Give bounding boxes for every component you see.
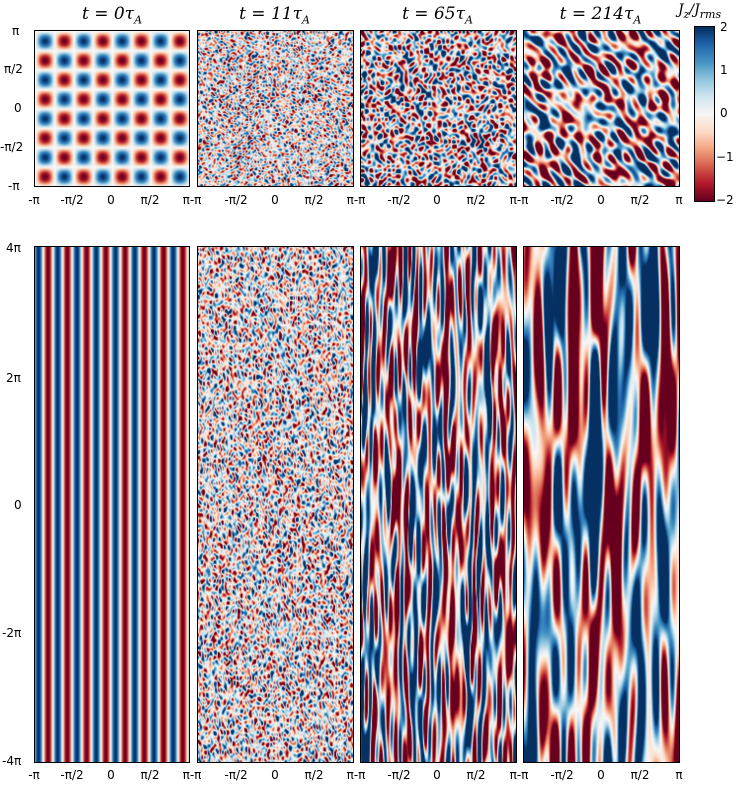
top-x-tick: π/2: [466, 193, 486, 207]
top-x-tick: π/2: [304, 193, 324, 207]
top-x-tick: π: [509, 193, 517, 207]
bottom-x-boundary: π-π: [347, 768, 366, 782]
top-x-tick: 0: [433, 193, 441, 207]
top-x-tick: -π/2: [60, 193, 84, 207]
top-y-tick: -π/2: [0, 140, 24, 154]
top-x-tick: π/2: [630, 193, 650, 207]
bottom-x-tick: -π/2: [224, 768, 248, 782]
top-x-tick: 0: [107, 193, 115, 207]
bottom-x-tick: -π/2: [60, 768, 84, 782]
colorbar-tick: 0: [720, 106, 728, 120]
top-heatmap-2: [361, 31, 516, 186]
top-x-tick: π: [675, 193, 683, 207]
top-x-tick: 0: [271, 193, 279, 207]
colorbar-gradient: [695, 27, 714, 201]
top-x-tick: -π: [189, 193, 202, 207]
bottom-x-tick: -π/2: [550, 768, 574, 782]
top-panel-3: [523, 30, 680, 187]
bottom-x-tick: -π: [189, 768, 202, 782]
bottom-x-tick: 0: [271, 768, 279, 782]
top-heatmap-3: [524, 31, 679, 186]
panel-title-t11: t = 11τA: [239, 4, 310, 27]
colorbar-tick: −2: [716, 193, 734, 207]
top-y-tick: π/2: [4, 62, 23, 76]
top-x-boundary: π-π: [183, 193, 202, 207]
bottom-x-tick: 0: [107, 768, 115, 782]
bottom-x-tick: -π: [516, 768, 529, 782]
top-x-tick: -π/2: [550, 193, 574, 207]
top-x-tick: -π: [516, 193, 529, 207]
colorbar-tick: 1: [720, 63, 728, 77]
colorbar-tick: −1: [716, 150, 734, 164]
top-x-tick: -π: [353, 193, 366, 207]
bottom-x-tick: π: [182, 768, 190, 782]
colorbar-label: Jz/Jrms: [678, 2, 722, 21]
top-x-tick: -π/2: [224, 193, 248, 207]
bottom-heatmap-3: [524, 247, 679, 762]
bottom-x-tick: 0: [597, 768, 605, 782]
top-x-tick: π: [346, 193, 354, 207]
top-x-boundary: π-π: [510, 193, 529, 207]
top-heatmap-1: [198, 31, 353, 186]
top-y-tick: π: [12, 24, 20, 38]
bottom-panel-3: [523, 246, 680, 763]
top-x-tick: -π: [28, 193, 40, 207]
bottom-y-tick: -4π: [2, 754, 22, 768]
bottom-y-tick: 2π: [6, 371, 21, 385]
bottom-x-tick: -π: [353, 768, 366, 782]
bottom-heatmap-0: [35, 247, 189, 762]
bottom-y-tick: 0: [14, 498, 22, 512]
bottom-x-tick: π/2: [140, 768, 160, 782]
top-x-boundary: π-π: [347, 193, 366, 207]
bottom-heatmap-2: [361, 247, 516, 762]
top-x-tick: 0: [597, 193, 605, 207]
bottom-x-tick: 0: [433, 768, 441, 782]
bottom-x-tick: π: [675, 768, 683, 782]
bottom-x-tick: π: [509, 768, 517, 782]
top-heatmap-0: [35, 31, 189, 186]
panel-title-t0: t = 0τA: [81, 4, 143, 27]
bottom-panel-1: [197, 246, 354, 763]
top-x-tick: π/2: [140, 193, 160, 207]
top-y-tick: -π: [8, 179, 20, 193]
bottom-x-tick: π/2: [466, 768, 486, 782]
top-panel-0: [34, 30, 190, 187]
bottom-heatmap-1: [198, 247, 353, 762]
colorbar: [694, 26, 715, 202]
bottom-x-tick: π/2: [304, 768, 324, 782]
bottom-x-boundary: π-π: [183, 768, 202, 782]
colorbar-tick: 2: [720, 20, 728, 34]
top-panel-2: [360, 30, 517, 187]
top-x-tick: π: [182, 193, 190, 207]
top-panel-1: [197, 30, 354, 187]
bottom-x-boundary: π-π: [510, 768, 529, 782]
panel-title-t65: t = 65τA: [402, 4, 473, 27]
bottom-panel-0: [34, 246, 190, 763]
top-y-tick: 0: [14, 101, 22, 115]
bottom-x-tick: -π: [28, 768, 40, 782]
bottom-panel-2: [360, 246, 517, 763]
bottom-y-tick: 4π: [6, 241, 21, 255]
top-x-tick: -π/2: [387, 193, 411, 207]
bottom-x-tick: π/2: [630, 768, 650, 782]
panel-title-t214: t = 214τA: [559, 4, 642, 27]
bottom-y-tick: -2π: [2, 626, 22, 640]
bottom-x-tick: π: [346, 768, 354, 782]
bottom-x-tick: -π/2: [387, 768, 411, 782]
